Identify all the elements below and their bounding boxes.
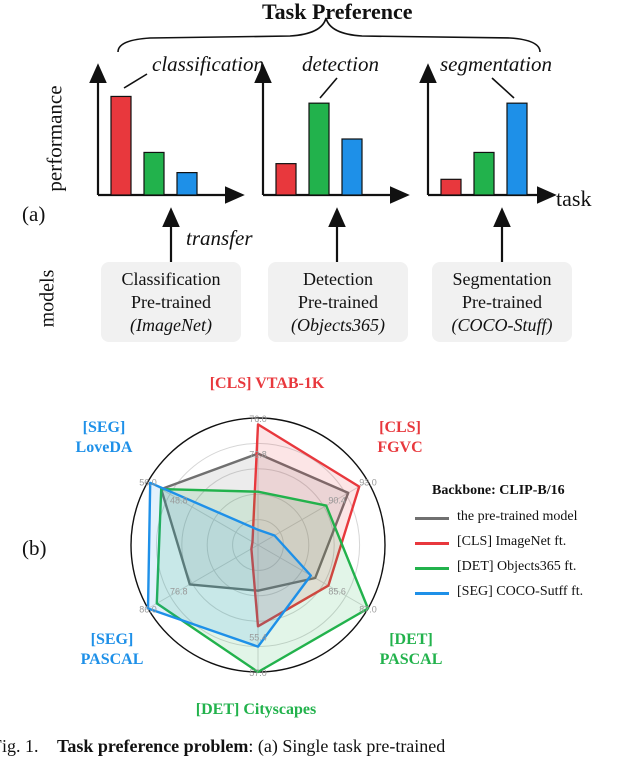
axis-tag: [DET] [389,631,433,648]
bar-detection-0 [275,163,297,196]
legend-swatch [415,592,449,595]
radar-spoke [257,544,369,609]
task-label-classification: classification [152,52,264,76]
radar-tick-max: 93.0 [359,478,377,488]
bar-segmentation-2 [506,102,528,196]
radar-series-2 [155,487,370,674]
radar-series-1 [250,423,361,628]
model-name: Segmentation [452,269,552,289]
model-dataset: (Objects365) [291,315,385,335]
legend-item-label: the pre-trained model [457,509,578,524]
radar-tick-max: 57.0 [249,668,267,678]
radar-tick-max: 76.0 [249,414,267,424]
bar-detection-1 [308,102,330,196]
axis-label-seg-loveda: [SEG] LoveDA [64,418,144,458]
caption-prefix: Fig. 1. [0,736,39,756]
axis-tag: [SEG] [90,631,134,648]
model-name: Classification [121,269,221,289]
legend-item-label: [DET] Objects365 ft. [457,559,577,574]
bar-classification-0 [110,95,132,196]
radar-tick-inner: 85.6 [328,587,346,597]
bar-classification-1 [143,151,165,196]
legend-swatch [415,542,449,545]
radar-tick-inner: 48.8 [170,495,188,505]
model-box-segmentation: Segmentation Pre-trained (COCO-Stuff) [432,262,572,342]
radar-tick-max: 86.0 [139,605,157,615]
radar-spoke [147,544,259,609]
model-name: Detection [303,269,373,289]
transfer-label: transfer [186,226,253,250]
task-preference-title: Task Preference [262,0,413,24]
legend-swatch [415,567,449,570]
caption-rest: : (a) Single task pre-trained [248,736,446,756]
axis-name: FGVC [377,439,423,456]
bar-segmentation-0 [440,178,462,196]
radar-tick-inner: 76.8 [170,587,188,597]
axis-name: VTAB-1K [255,375,325,392]
model-dataset: (ImageNet) [130,315,212,335]
model-box-classification: Classification Pre-trained (ImageNet) [101,262,241,342]
radar-tick-max: 87.0 [359,605,377,615]
bar-segmentation-1 [473,151,495,196]
panel-b-label: (b) [22,536,47,560]
task-label-segmentation: segmentation [440,52,552,76]
radar-tick-max: 56.0 [139,478,157,488]
caption-bold: Task preference problem [57,736,249,756]
radar-series-3 [146,481,312,648]
bar-detection-2 [341,138,363,196]
pointer-line [491,77,515,99]
axis-name: Cityscapes [243,701,317,718]
radar-tick-inner: 55.4 [249,632,267,642]
axis-label-cls-fgvc: [CLS] FGVC [370,418,430,458]
panel-a-diagram [89,17,557,262]
axis-name: PASCAL [80,651,144,668]
model-box-detection: Detection Pre-trained (Objects365) [268,262,408,342]
axis-tag: [SEG] [82,419,126,436]
radar-tick-inner: 90.4 [328,495,346,505]
task-label-detection: detection [302,52,379,76]
axis-label-seg-pascal: [SEG] PASCAL [72,630,152,670]
model-pretrained: Pre-trained [298,292,378,312]
axis-name: PASCAL [379,651,443,668]
axis-tag: [CLS] [209,375,252,392]
figure-caption: Fig. 1. Task preference problem: (a) Sin… [0,736,445,757]
model-dataset: (COCO-Stuff) [451,315,553,335]
legend-item-label: [CLS] ImageNet ft. [457,534,567,549]
legend-item-label: [SEG] COCO-Sutff ft. [457,584,584,599]
model-pretrained: Pre-trained [131,292,211,312]
axis-label-det-cityscapes: [DET] Cityscapes [176,700,336,720]
radar-spoke [147,481,259,546]
bar-classification-2 [176,172,198,196]
pointer-line [319,77,338,99]
axis-tag: [CLS] [379,419,421,436]
panel-a-label: (a) [22,202,46,226]
x-axis-label-task: task [556,186,592,211]
radar-tick-inner: 72.8 [249,450,267,460]
axis-tag: [DET] [195,701,240,718]
task-preference-brace [117,17,541,53]
axis-name: LoveDA [75,439,133,456]
axis-label-det-pascal: [DET] PASCAL [374,630,448,670]
legend-swatch [415,517,449,520]
legend-title: Backbone: CLIP-B/16 [432,483,565,498]
radar-spoke [257,481,369,546]
model-pretrained: Pre-trained [462,292,542,312]
axis-label-cls-vtab: [CLS] VTAB-1K [182,374,352,394]
pointer-line [123,73,148,89]
